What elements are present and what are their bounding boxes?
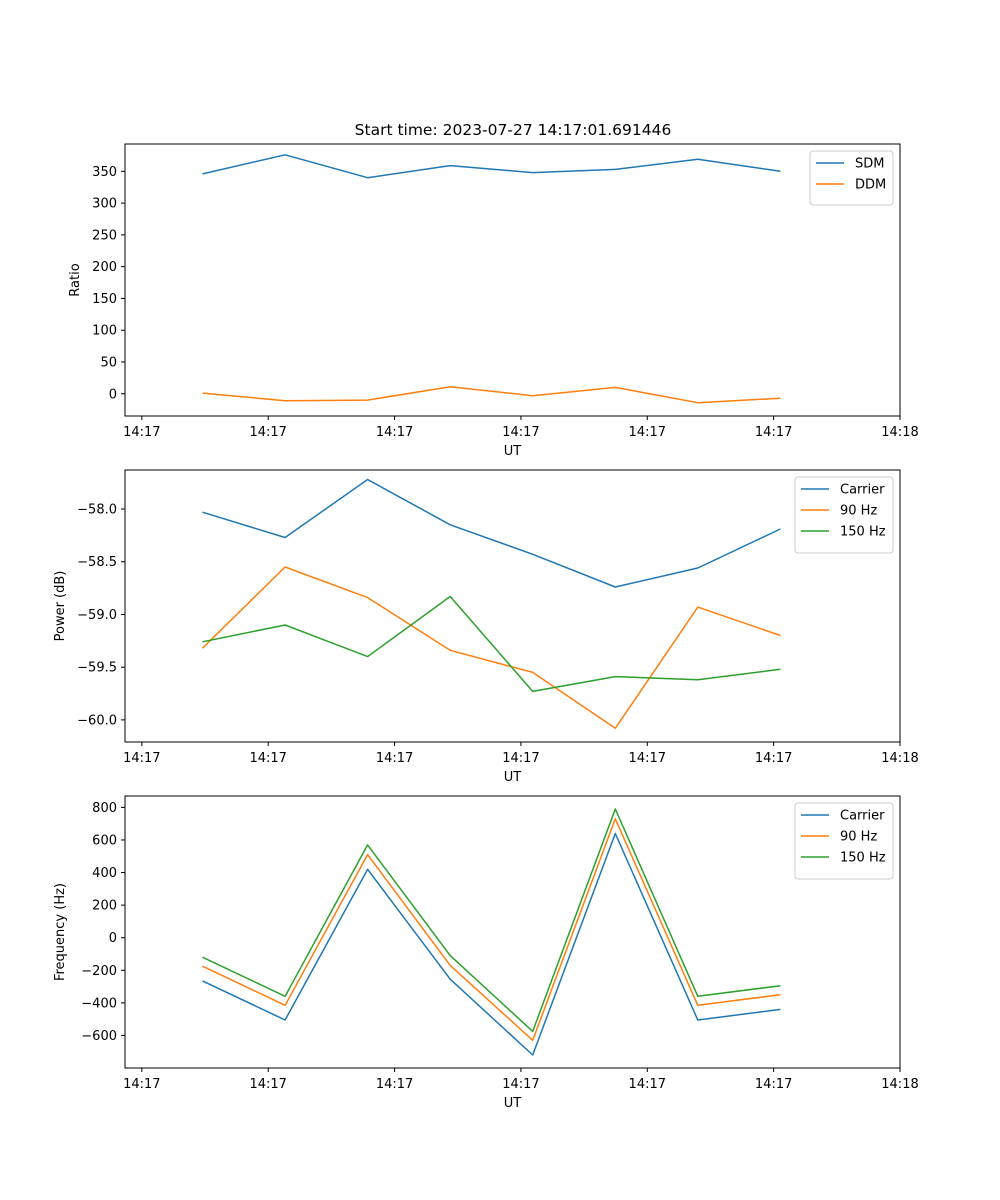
y-tick-label: 600 — [92, 833, 117, 848]
series-line-90-hz — [202, 818, 781, 1042]
y-tick-label: 250 — [92, 228, 117, 243]
legend: Carrier 90 Hz 150 Hz — [794, 802, 894, 880]
x-tick-label: 14:17 — [755, 1077, 792, 1092]
series-line-150-hz — [202, 595, 781, 693]
y-tick-label: 50 — [100, 355, 117, 370]
legend: SDM DDM — [809, 150, 894, 206]
x-tick-label: 14:17 — [249, 751, 286, 766]
x-tick-label: 14:18 — [881, 425, 918, 440]
legend-label: Carrier — [840, 809, 885, 824]
legend-box — [794, 476, 894, 554]
legend-label: Carrier — [840, 483, 885, 498]
series-line-sdm — [202, 154, 781, 179]
x-tick-label: 14:17 — [502, 1077, 539, 1092]
x-tick-label: 14:17 — [123, 1077, 160, 1092]
x-axis-label: UT — [504, 444, 522, 459]
chart-panel-1: 14:17 14:17 14:17 14:17 14:17 14:17 14:18 0 50 10… — [68, 143, 919, 459]
legend-label: DDM — [855, 178, 886, 193]
y-tick-label: −200 — [81, 964, 117, 979]
legend-box — [794, 802, 894, 880]
y-tick-label: −600 — [81, 1029, 117, 1044]
y-tick-label: 400 — [92, 866, 117, 881]
x-tick-label: 14:17 — [376, 425, 413, 440]
x-axis-label: UT — [504, 770, 522, 785]
series-line-ddm — [202, 386, 781, 404]
legend-label: 90 Hz — [840, 830, 877, 845]
series-line-150-hz — [202, 808, 781, 1033]
y-axis-label: Frequency (Hz) — [53, 883, 68, 981]
y-tick-label: 200 — [92, 260, 117, 275]
x-tick-label: 14:17 — [755, 751, 792, 766]
y-tick-label: −58.0 — [77, 503, 117, 518]
axes-frame — [124, 143, 901, 417]
y-tick-label: −400 — [81, 996, 117, 1011]
y-tick-label: 100 — [92, 324, 117, 339]
series-line-90-hz — [201, 566, 781, 730]
y-tick-label: −59.5 — [77, 661, 117, 676]
x-tick-label: 14:17 — [249, 1077, 286, 1092]
x-tick-label: 14:17 — [502, 425, 539, 440]
legend-label: 150 Hz — [840, 525, 886, 540]
legend-label: 150 Hz — [840, 851, 886, 866]
axes-frame — [124, 469, 901, 743]
legend-box — [809, 150, 894, 206]
figure-title: Start time: 2023-07-27 14:17:01.691446 — [355, 121, 672, 139]
series-line-carrier — [202, 832, 781, 1056]
y-tick-label: 350 — [92, 165, 117, 180]
x-tick-label: 14:17 — [376, 751, 413, 766]
y-tick-label: −59.0 — [77, 608, 117, 623]
y-tick-label: 200 — [92, 899, 117, 914]
y-tick-label: 0 — [109, 931, 117, 946]
x-axis-label: UT — [504, 1096, 522, 1111]
chart-panel-2: 14:17 14:17 14:17 14:17 14:17 14:17 14:18 −60.0… — [53, 469, 919, 785]
axes-frame — [124, 795, 901, 1069]
legend-label: 90 Hz — [840, 504, 877, 519]
x-tick-label: 14:17 — [502, 751, 539, 766]
chart-panel-3: 14:17 14:17 14:17 14:17 14:17 14:17 14:18 −600 −… — [53, 795, 919, 1111]
x-tick-label: 14:17 — [755, 425, 792, 440]
y-tick-label: 0 — [109, 387, 117, 402]
x-tick-label: 14:17 — [123, 751, 160, 766]
x-tick-label: 14:18 — [881, 751, 918, 766]
x-tick-label: 14:17 — [123, 425, 160, 440]
x-tick-label: 14:18 — [881, 1077, 918, 1092]
y-tick-label: 800 — [92, 801, 117, 816]
y-tick-label: 300 — [92, 197, 117, 212]
y-tick-label: 150 — [92, 292, 117, 307]
y-axis-label: Ratio — [68, 263, 83, 296]
y-axis-label: Power (dB) — [53, 571, 68, 642]
x-tick-label: 14:17 — [629, 751, 666, 766]
x-tick-label: 14:17 — [629, 1077, 666, 1092]
y-tick-label: −58.5 — [77, 555, 117, 570]
legend-label: SDM — [855, 157, 884, 172]
legend: Carrier 90 Hz 150 Hz — [794, 476, 894, 554]
y-tick-label: −60.0 — [77, 713, 117, 728]
x-tick-label: 14:17 — [629, 425, 666, 440]
x-tick-label: 14:17 — [376, 1077, 413, 1092]
series-line-carrier — [202, 478, 781, 588]
x-tick-label: 14:17 — [249, 425, 286, 440]
